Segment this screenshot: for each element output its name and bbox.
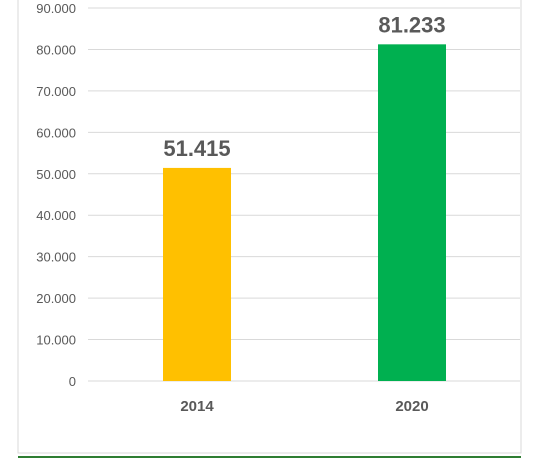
y-tick-label: 50.000 — [36, 167, 76, 182]
y-tick-label: 10.000 — [36, 333, 76, 348]
data-label-2020: 81.233 — [378, 12, 445, 37]
data-label-2014: 51.415 — [163, 136, 230, 161]
y-tick-label: 60.000 — [36, 125, 76, 140]
y-tick-label: 30.000 — [36, 250, 76, 265]
y-tick-label: 20.000 — [36, 291, 76, 306]
y-tick-label: 70.000 — [36, 84, 76, 99]
bar-2014 — [163, 167, 231, 381]
y-tick-label: 40.000 — [36, 208, 76, 223]
y-axis-tick-labels: 0 10.000 20.000 30.000 40.000 50.000 60.000 70.… — [36, 1, 76, 389]
x-tick-label-2014: 2014 — [180, 398, 214, 415]
x-tick-label-2020: 2020 — [395, 398, 428, 415]
y-tick-label: 80.000 — [36, 42, 76, 57]
gridlines — [88, 7, 520, 382]
y-tick-label: 0 — [69, 374, 76, 389]
bar-2020 — [378, 44, 446, 381]
y-tick-label: 90.000 — [36, 1, 76, 16]
x-axis-category-labels: 2014 2020 — [180, 398, 428, 415]
data-labels: 51.415 81.233 — [163, 12, 445, 161]
bars — [163, 44, 446, 381]
